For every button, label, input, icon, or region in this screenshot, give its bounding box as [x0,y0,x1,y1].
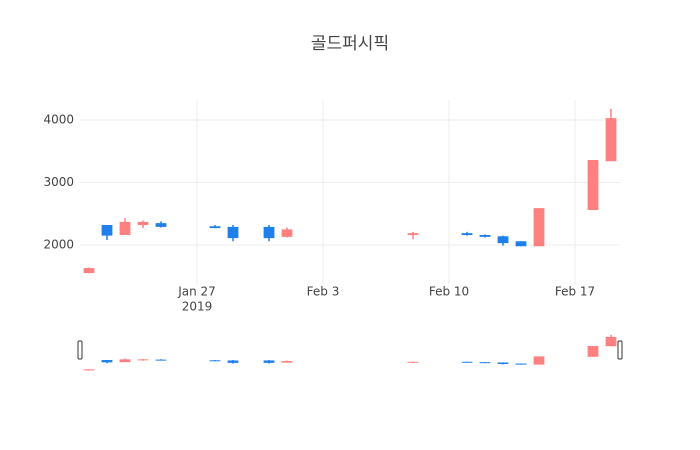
slider-candle-body [227,360,239,363]
y-tick-label: 4000 [43,113,74,127]
candle-body [407,233,419,235]
slider-candle-body [281,360,293,363]
slider-candle-body [407,361,419,363]
x-tick-label: Jan 27 [177,285,216,299]
candle-body [461,233,473,235]
slider-candle-body [515,363,527,365]
candle-body [263,226,275,239]
candle-body [605,118,617,162]
candle-body [119,221,131,235]
slider-candle-body [119,359,131,363]
candle-body [137,221,149,225]
slider-candle-body [479,362,491,364]
slider-candle-body [587,345,599,357]
candle-body [83,268,95,274]
candle-body [281,229,293,237]
x-tick-label: Feb 10 [429,285,469,299]
candle-body [515,241,527,247]
slider-candle-body [101,360,113,363]
chart-title: 골드퍼시픽 [311,34,389,54]
candle-body [479,235,491,237]
slider-candle-body [497,362,509,364]
slider-candle-body [83,369,95,371]
candle-body [101,225,113,236]
slider-candle-body [209,360,221,362]
slider-handle[interactable] [617,340,623,360]
x-tick-label: Feb 17 [555,285,595,299]
slider-candle-body [137,359,149,361]
slider-candle-body [263,360,275,363]
range-slider[interactable] [80,333,620,373]
candle-body [227,226,239,239]
y-tick-label: 3000 [43,175,74,189]
y-tick-label: 2000 [43,238,74,252]
slider-candle-body [605,336,617,347]
slider-candle-body [461,361,473,363]
candle-body [587,160,599,210]
candle-body [209,226,221,229]
candle-body [533,208,545,247]
slider-candle-body [533,356,545,365]
candle-body [497,236,509,244]
x-tick-year: 2019 [182,300,213,314]
x-tick-label: Feb 3 [307,285,340,299]
slider-handle[interactable] [77,340,83,360]
slider-candle-body [155,359,167,361]
candle-body [155,223,167,227]
